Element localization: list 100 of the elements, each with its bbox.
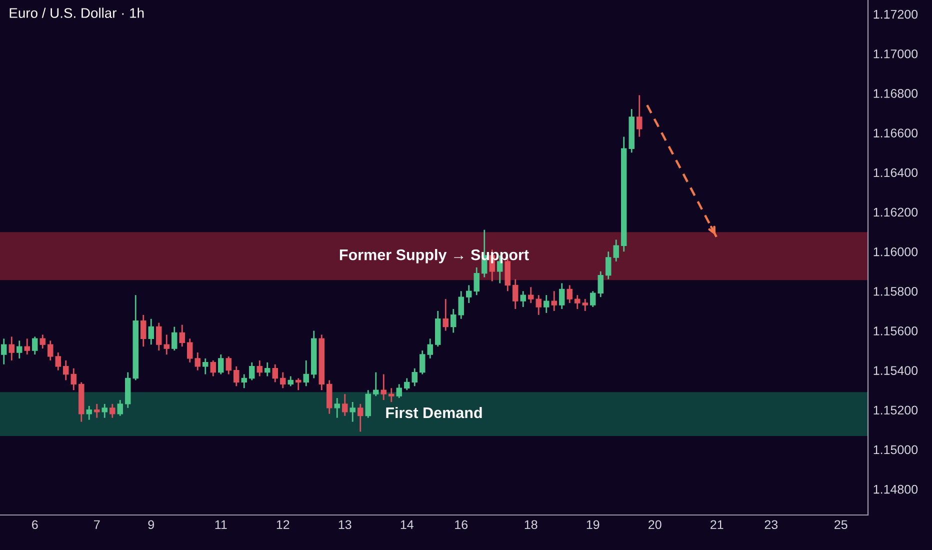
candlestick bbox=[342, 393, 348, 417]
candlestick bbox=[326, 380, 332, 415]
candlestick bbox=[86, 405, 92, 420]
candlestick bbox=[412, 368, 418, 387]
x-tick-label: 21 bbox=[710, 520, 724, 529]
candlestick bbox=[598, 270, 604, 298]
y-tick-label: 1.15400 bbox=[874, 366, 918, 375]
candlestick bbox=[373, 372, 379, 397]
candlestick bbox=[24, 338, 30, 356]
candlestick bbox=[334, 397, 340, 419]
x-tick-label: 16 bbox=[455, 520, 468, 530]
candlestick bbox=[474, 266, 480, 296]
y-tick-label: 1.15000 bbox=[874, 445, 918, 454]
candlestick bbox=[1, 338, 7, 366]
candlestick bbox=[590, 290, 596, 308]
candlestick bbox=[32, 336, 38, 356]
candlestick bbox=[164, 334, 170, 356]
candlestick bbox=[241, 374, 247, 389]
candlestick bbox=[210, 360, 216, 377]
candlestick bbox=[528, 286, 534, 304]
x-tick-label: 14 bbox=[400, 520, 414, 529]
candlestick bbox=[70, 368, 76, 391]
candlestick bbox=[466, 284, 472, 304]
candlestick bbox=[202, 358, 208, 375]
candlestick bbox=[566, 284, 572, 304]
y-tick-label: 1.16600 bbox=[874, 128, 918, 138]
candlestick bbox=[358, 403, 364, 432]
candlestick bbox=[582, 298, 588, 312]
y-tick-label: 1.16000 bbox=[874, 247, 918, 256]
x-tick-label: 23 bbox=[764, 520, 778, 530]
candlestick bbox=[303, 360, 309, 387]
candlestick bbox=[55, 352, 61, 372]
y-tick-label: 1.16800 bbox=[874, 89, 918, 98]
candlestick bbox=[365, 389, 371, 419]
candlestick bbox=[63, 360, 69, 381]
candlestick bbox=[350, 401, 356, 422]
candlestick bbox=[551, 290, 557, 312]
candlestick bbox=[148, 318, 154, 346]
candlestick bbox=[442, 298, 448, 332]
y-tick-label: 1.15200 bbox=[874, 406, 918, 415]
candlestick bbox=[187, 338, 193, 364]
x-tick-label: 19 bbox=[586, 520, 600, 530]
y-tick-label: 1.16400 bbox=[874, 168, 918, 178]
candlestick bbox=[218, 354, 224, 375]
candlestick bbox=[296, 378, 302, 391]
candlestick bbox=[559, 282, 565, 310]
candlestick bbox=[450, 308, 456, 334]
x-tick-label: 11 bbox=[215, 520, 227, 529]
x-tick-label: 9 bbox=[148, 520, 154, 530]
candlestick bbox=[234, 366, 240, 387]
y-tick-label: 1.15600 bbox=[874, 326, 918, 336]
candlestick bbox=[256, 360, 262, 377]
candlestick bbox=[48, 340, 54, 362]
x-tick-label: 13 bbox=[338, 520, 352, 530]
y-tick-label: 1.17000 bbox=[874, 49, 918, 58]
candlestick bbox=[380, 374, 386, 401]
candlestick bbox=[388, 387, 394, 403]
candlestick bbox=[420, 350, 426, 375]
candlestick bbox=[512, 278, 518, 310]
candlestick bbox=[458, 290, 464, 320]
x-tick-label: 12 bbox=[276, 520, 290, 529]
y-tick-label: 1.15800 bbox=[874, 286, 918, 296]
candlestick bbox=[427, 338, 433, 360]
y-tick-label: 1.16200 bbox=[874, 208, 918, 217]
candlestick bbox=[574, 294, 580, 310]
candlestick bbox=[536, 294, 542, 316]
candlestick bbox=[140, 314, 146, 348]
candlestick bbox=[264, 362, 270, 377]
band-label: First Demand bbox=[386, 406, 482, 418]
x-tick-label: 25 bbox=[834, 520, 848, 530]
candlestick bbox=[249, 362, 255, 381]
candlestick bbox=[194, 352, 200, 372]
x-tick-label: 7 bbox=[94, 520, 100, 529]
candlestick bbox=[288, 376, 294, 387]
candlestick bbox=[156, 322, 162, 352]
candlestick bbox=[606, 250, 612, 280]
candlestick bbox=[40, 334, 46, 350]
candlestick bbox=[520, 290, 526, 308]
chart-title: Euro / U.S. Dollar · 1h bbox=[10, 8, 144, 18]
x-tick-label: 6 bbox=[32, 520, 38, 530]
candlestick bbox=[280, 372, 286, 389]
candlestick bbox=[544, 294, 550, 314]
candlestick bbox=[16, 340, 22, 360]
candlestick bbox=[636, 94, 642, 138]
candlestick bbox=[404, 378, 410, 391]
y-tick-label: 1.17200 bbox=[874, 10, 918, 19]
candlestick bbox=[110, 403, 116, 419]
candlestick bbox=[226, 356, 232, 375]
candlestick bbox=[8, 336, 14, 362]
candlestick bbox=[94, 403, 100, 419]
candlestick bbox=[396, 383, 402, 399]
candlestick bbox=[613, 238, 619, 262]
candlestick bbox=[172, 326, 178, 352]
candlestick bbox=[179, 324, 185, 348]
candlestick bbox=[102, 403, 108, 419]
candlestick bbox=[272, 364, 278, 383]
x-tick-label: 20 bbox=[648, 520, 662, 530]
y-tick-label: 1.14800 bbox=[874, 484, 918, 494]
x-tick-label: 18 bbox=[524, 520, 538, 530]
candlestick bbox=[117, 399, 123, 417]
